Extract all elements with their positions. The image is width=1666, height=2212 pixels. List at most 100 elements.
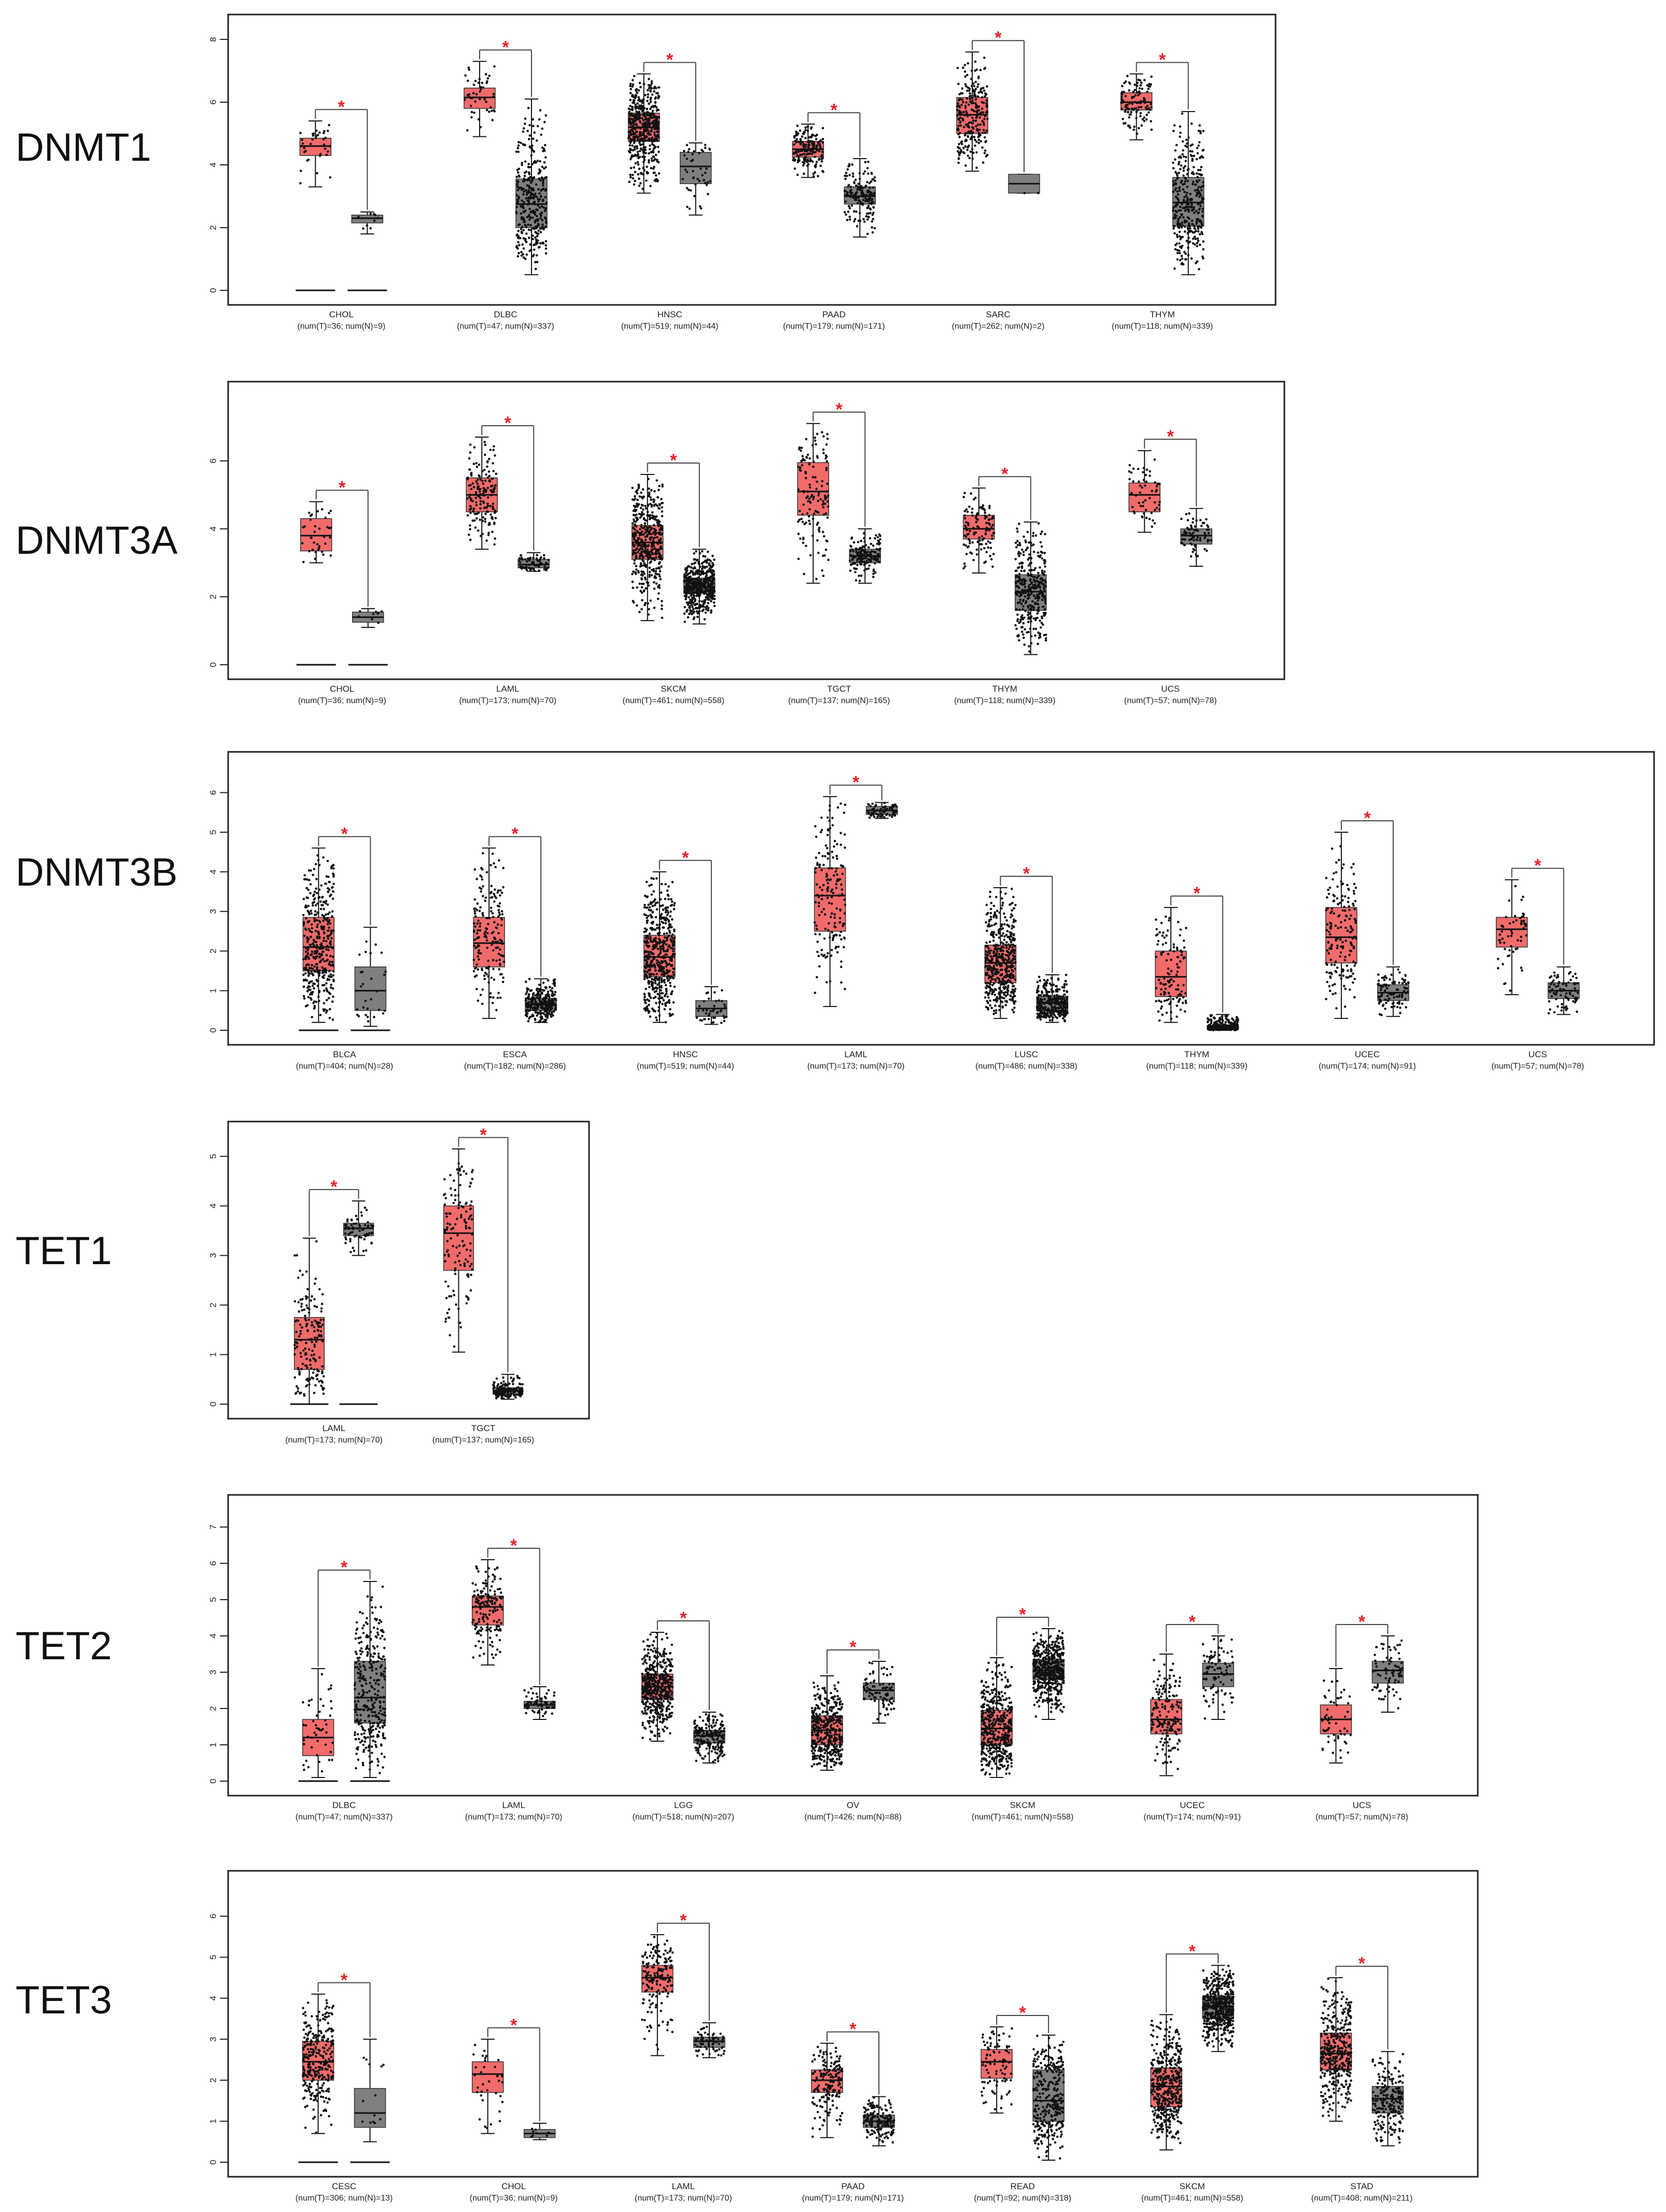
data-point [635,130,638,133]
data-point [1020,615,1023,619]
category-label: SARC [986,310,1010,319]
significance-bracket: * [978,464,1031,520]
data-point [990,526,993,528]
data-point [479,90,481,93]
data-point [871,550,873,553]
data-point [985,99,988,102]
data-point [472,510,474,512]
data-point [1207,539,1209,541]
data-point [531,163,534,166]
data-point [827,558,830,561]
data-point [967,62,970,65]
data-point [803,172,805,175]
data-point [1172,190,1174,193]
data-point [1177,209,1180,212]
data-point [307,972,310,975]
data-point [960,149,962,151]
y-tick-label: 6 [208,100,218,104]
data-point [707,193,709,195]
data-point [799,537,802,540]
data-point [869,537,872,540]
data-point [1044,560,1046,563]
data-point [1020,603,1023,606]
data-point [535,227,538,230]
data-point [964,75,967,78]
data-point [1036,609,1039,612]
data-point [636,135,638,138]
significance-star: * [1167,427,1174,446]
data-point [980,548,983,551]
data-point [691,563,693,565]
data-point [802,164,805,167]
data-point [639,182,642,185]
data-point [303,934,306,937]
data-point [965,110,968,113]
data-point [638,542,641,545]
data-point [319,907,323,911]
data-point [985,529,988,532]
data-point [801,521,804,523]
data-point [492,95,495,98]
data-point [357,615,360,618]
data-point [380,610,383,613]
data-point [857,202,859,205]
data-point [822,435,825,438]
data-point [545,563,548,566]
data-point [1037,551,1040,554]
data-point [707,609,710,612]
data-point [975,117,978,119]
data-point [971,148,974,151]
data-point [1129,113,1132,116]
data-point [1022,633,1025,636]
data-point [653,606,656,609]
data-point [629,85,632,88]
data-point [320,942,323,945]
data-point [1178,230,1181,233]
data-point [329,955,332,958]
data-point [468,95,470,99]
data-point [648,517,651,521]
data-point [1028,590,1031,592]
data-point [801,135,804,138]
data-point [711,554,714,557]
data-point [650,157,653,160]
data-point [1144,484,1146,487]
data-point [873,227,876,230]
data-point [331,864,334,867]
data-point [1155,488,1158,492]
data-point [323,936,326,940]
data-point [327,937,330,940]
data-point [827,505,830,508]
data-point [1177,197,1179,200]
data-point [1172,227,1175,230]
data-point [1016,530,1019,533]
data-point [524,223,526,227]
data-point [712,570,716,573]
data-point [801,464,804,467]
data-point [648,570,651,573]
data-point [524,237,527,241]
data-point [862,218,865,221]
data-point [1182,169,1185,172]
data-point [652,105,654,107]
data-point [876,553,879,556]
data-point [852,562,855,565]
data-point [1183,251,1186,254]
data-point [469,451,472,454]
data-point [648,525,651,528]
data-point [693,587,696,591]
data-point [1194,227,1196,230]
data-point [647,93,650,96]
data-point [1141,486,1143,489]
data-point [643,576,647,579]
data-point [641,126,643,129]
data-point [540,227,543,230]
data-point [661,617,664,619]
data-point [531,118,534,121]
data-point [712,601,716,604]
data-point [369,951,372,955]
data-point [647,505,649,507]
data-point [797,488,800,491]
data-point [1144,101,1147,104]
data-point [516,183,519,186]
